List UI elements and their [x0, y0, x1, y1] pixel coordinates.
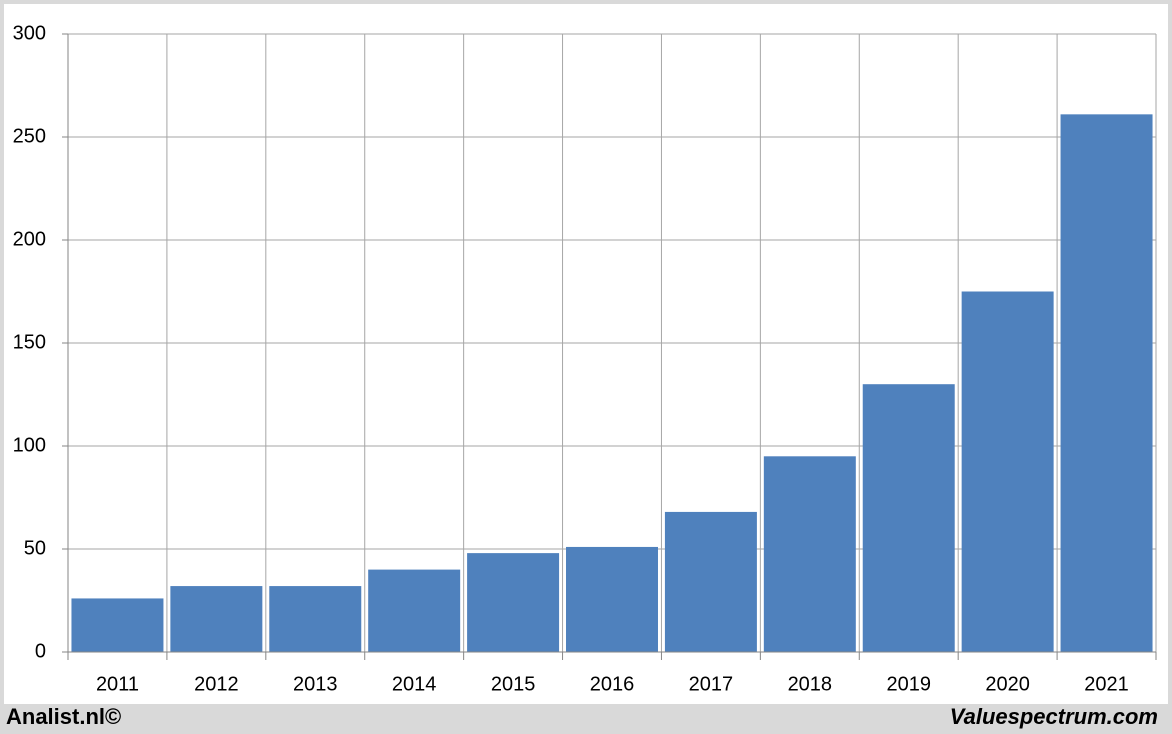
x-tick-label: 2017: [689, 673, 734, 695]
bar: [71, 598, 164, 652]
footer-left: Analist.nl©: [6, 704, 121, 729]
bar: [664, 511, 757, 652]
footer-right: Valuespectrum.com: [950, 704, 1158, 729]
y-tick-label: 250: [13, 125, 46, 147]
bar: [961, 291, 1054, 652]
x-tick-label: 2021: [1084, 673, 1129, 695]
bar: [1060, 114, 1153, 653]
x-tick-label: 2020: [985, 673, 1030, 695]
x-tick-label: 2011: [96, 673, 139, 695]
x-tick-label: 2016: [590, 673, 635, 695]
bar: [862, 384, 955, 652]
x-tick-label: 2015: [491, 673, 536, 695]
bar: [467, 553, 560, 652]
y-tick-label: 300: [13, 22, 46, 44]
y-tick-label: 200: [13, 228, 46, 250]
x-tick-label: 2013: [293, 673, 338, 695]
y-tick-label: 0: [35, 640, 46, 662]
y-tick-label: 150: [13, 331, 46, 353]
x-tick-label: 2012: [194, 673, 239, 695]
y-tick-label: 50: [24, 537, 46, 559]
bar: [763, 456, 856, 652]
x-tick-label: 2014: [392, 673, 437, 695]
x-tick-label: 2018: [788, 673, 833, 695]
bar: [368, 569, 461, 652]
y-tick-label: 100: [13, 434, 46, 456]
x-tick-label: 2019: [886, 673, 931, 695]
bar: [170, 586, 263, 652]
bar: [269, 586, 362, 652]
bar: [566, 546, 658, 652]
